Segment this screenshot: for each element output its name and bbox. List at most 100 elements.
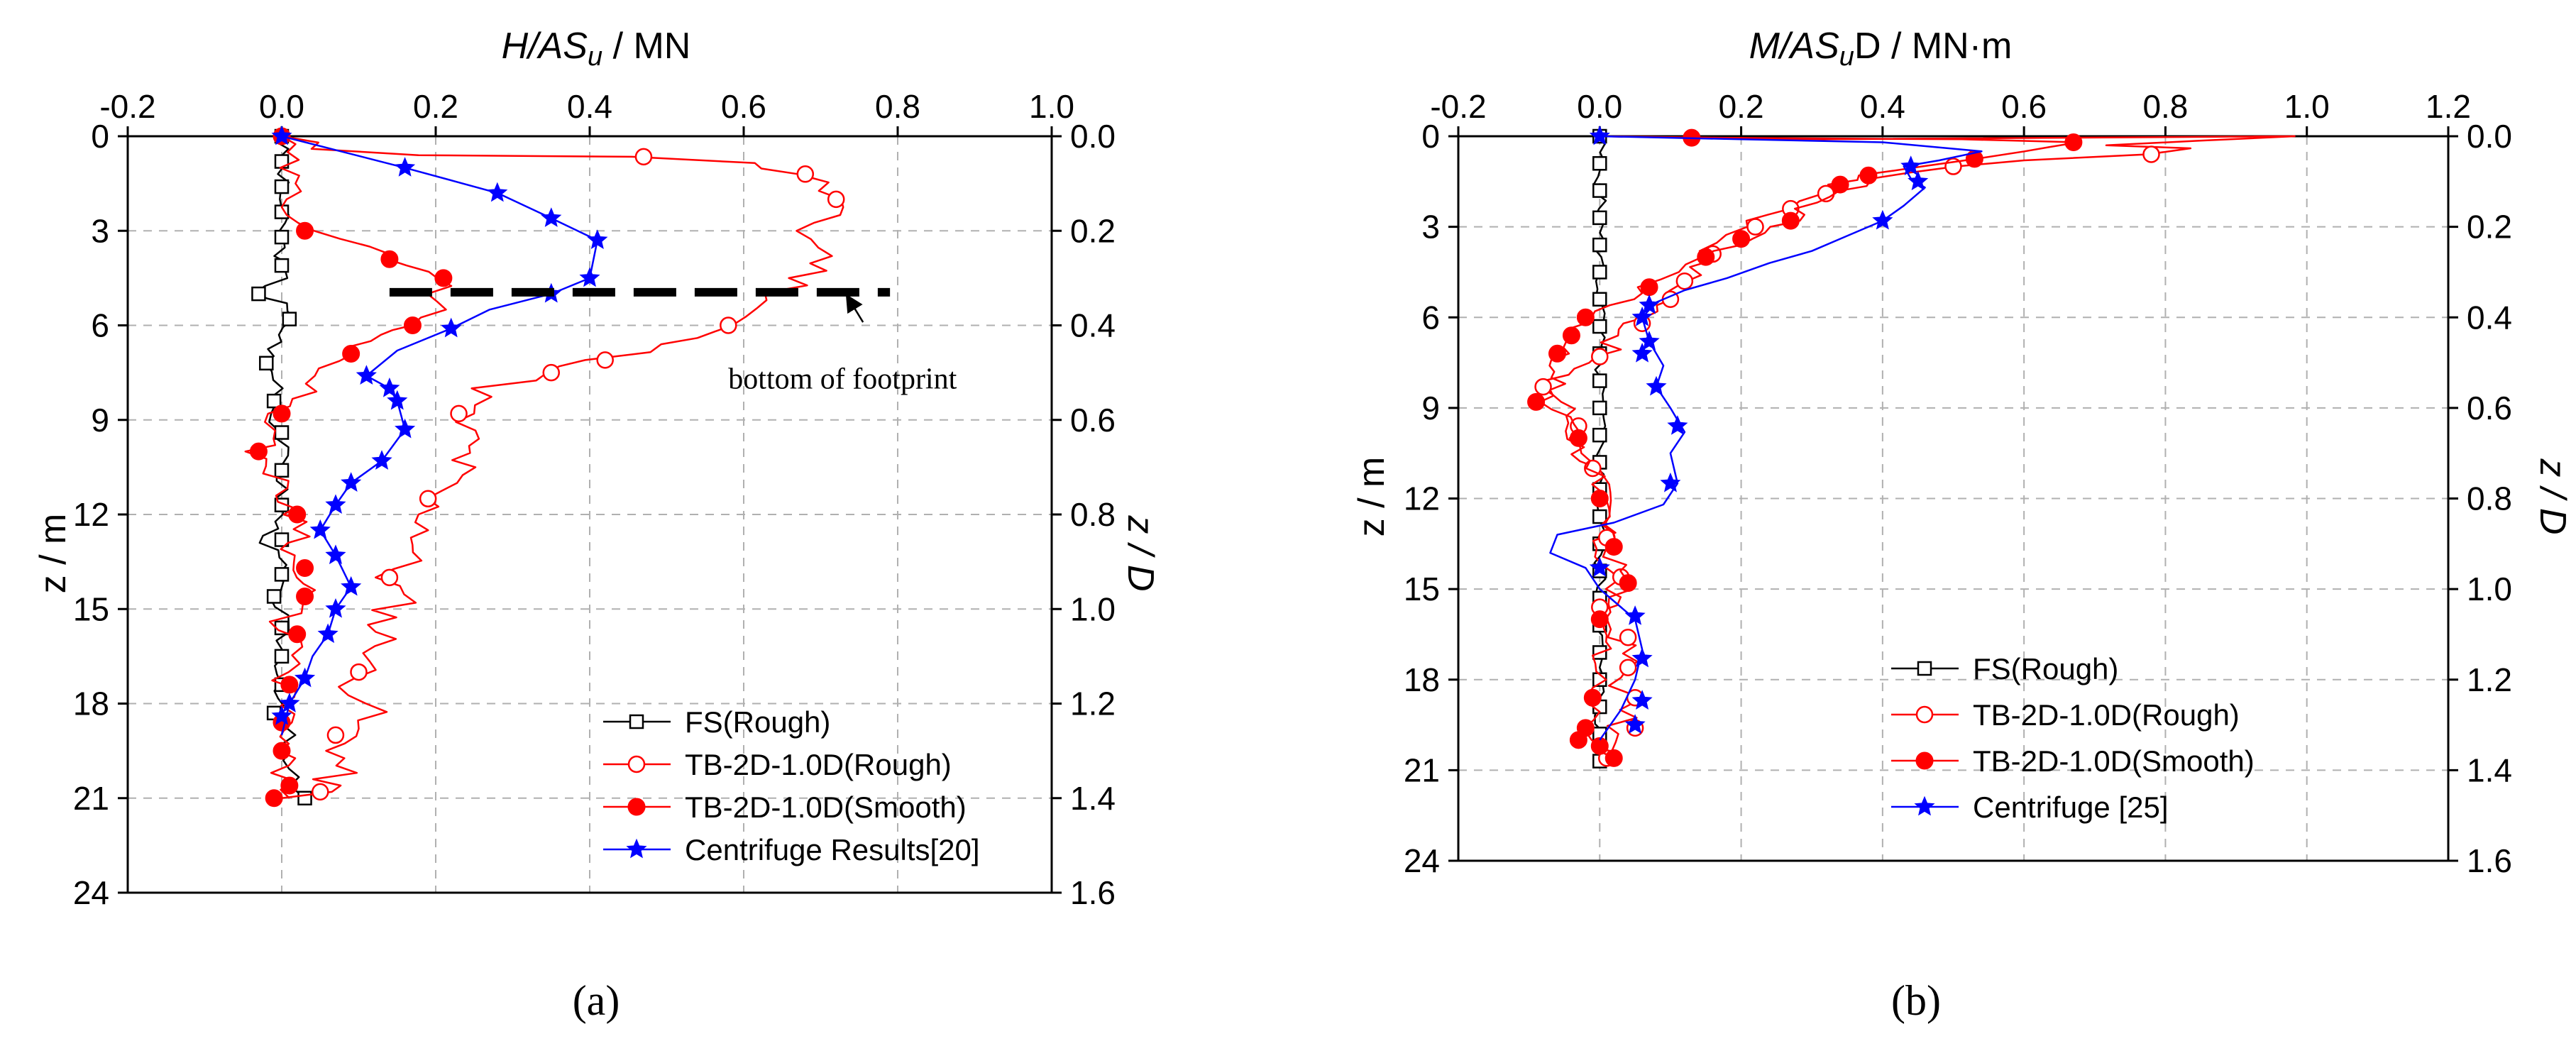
data-point <box>541 207 562 227</box>
data-point <box>265 789 283 808</box>
data-point <box>274 229 290 245</box>
y2-tick-label: 0.4 <box>2467 299 2512 336</box>
data-point <box>271 705 292 725</box>
y2-axis-title-b: z / D <box>2532 458 2573 535</box>
data-point <box>487 182 508 202</box>
data-point <box>1592 292 1607 307</box>
data-point <box>380 568 399 587</box>
data-point <box>1592 509 1607 524</box>
legend-label: TB-2D-1.0D(Rough) <box>685 748 952 781</box>
data-point <box>395 418 416 439</box>
data-point <box>1900 155 1922 175</box>
data-point <box>2064 133 2083 152</box>
y-tick-label: 18 <box>1404 661 1440 698</box>
series-line <box>281 135 844 800</box>
series-rough-b <box>1534 135 2296 767</box>
data-point <box>251 286 266 302</box>
data-point <box>1589 556 1610 577</box>
data-point <box>796 165 815 183</box>
data-point <box>1548 344 1566 363</box>
data-point <box>1592 427 1607 443</box>
data-point <box>1592 265 1607 280</box>
data-point <box>288 625 307 644</box>
data-point <box>1592 237 1607 253</box>
data-point <box>419 490 437 508</box>
panel-label-b: (b) <box>1891 977 1941 1024</box>
data-point <box>249 442 268 461</box>
data-point <box>1624 714 1646 734</box>
data-point <box>1675 272 1694 290</box>
y2-tick-label: 0.0 <box>1070 118 1116 155</box>
x-tick-label: 0.4 <box>567 88 612 125</box>
series-line <box>280 135 599 736</box>
data-point <box>587 229 608 249</box>
legend-marker <box>626 838 647 859</box>
y-tick-label: 18 <box>73 685 109 722</box>
data-point <box>1667 415 1688 435</box>
data-point <box>274 179 290 194</box>
data-point <box>325 494 346 514</box>
panel-label-a: (a) <box>573 977 620 1024</box>
data-point <box>827 190 845 209</box>
data-point <box>1646 375 1667 396</box>
y2-tick-label: 1.6 <box>2467 842 2512 879</box>
data-point <box>341 575 362 596</box>
y-axis-title-a: z / m <box>33 514 74 594</box>
data-point <box>1576 308 1595 326</box>
data-point <box>1527 392 1546 411</box>
y2-tick-label: 0.0 <box>2467 118 2512 155</box>
y-tick-label: 0 <box>1421 118 1440 155</box>
data-point <box>1569 731 1587 749</box>
data-point <box>380 250 399 268</box>
data-point <box>282 312 297 326</box>
legend-a: FS(Rough) TB-2D-1.0D(Rough) TB-2D-1.0D(Smo… <box>603 705 980 866</box>
data-point <box>294 667 316 688</box>
data-point <box>274 532 290 547</box>
annotation-arrow <box>845 294 864 323</box>
x-tick-label: 0.8 <box>2142 88 2188 125</box>
data-point <box>1781 211 1800 230</box>
data-point <box>274 649 290 664</box>
series-line <box>244 135 453 799</box>
data-point <box>2142 145 2160 163</box>
data-point <box>1605 749 1623 767</box>
data-point <box>350 663 368 681</box>
chart-title-a: H/ASu / MN <box>502 26 691 72</box>
data-point <box>1534 378 1552 396</box>
data-point <box>317 623 338 644</box>
y2-tick-label: 1.0 <box>1070 590 1116 627</box>
data-point <box>403 316 422 334</box>
y2-tick-label: 1.4 <box>2467 751 2512 788</box>
data-point <box>1872 209 1893 230</box>
data-point <box>1591 348 1609 365</box>
data-point <box>1831 175 1849 194</box>
data-point <box>596 351 614 369</box>
data-point <box>371 450 392 470</box>
data-point <box>274 258 290 273</box>
data-point <box>1859 166 1878 184</box>
y2-tick-label: 0.4 <box>1070 307 1116 344</box>
x-tick-label: 0.8 <box>875 88 920 125</box>
y2-tick-label: 0.2 <box>2467 209 2512 246</box>
data-point <box>1619 574 1637 593</box>
legend-marker <box>629 714 644 729</box>
data-point <box>1640 278 1658 297</box>
data-point <box>325 598 346 618</box>
y2-tick-label: 1.4 <box>1070 780 1116 817</box>
data-point <box>1631 690 1653 710</box>
series-rough-a <box>281 135 845 801</box>
data-point <box>1660 472 1681 492</box>
data-point <box>634 148 653 166</box>
data-point <box>266 393 282 409</box>
data-point <box>1624 605 1646 625</box>
y-tick-label: 0 <box>91 118 109 155</box>
x-tick-label: 1.2 <box>2426 88 2471 125</box>
y2-tick-label: 0.2 <box>1070 212 1116 249</box>
data-point <box>1592 400 1607 416</box>
y2-tick-label: 0.8 <box>1070 496 1116 533</box>
y-tick-label: 24 <box>73 874 109 911</box>
data-point <box>271 125 292 145</box>
y2-axis-title-a: z / D <box>1120 515 1161 592</box>
data-point <box>1590 610 1609 629</box>
